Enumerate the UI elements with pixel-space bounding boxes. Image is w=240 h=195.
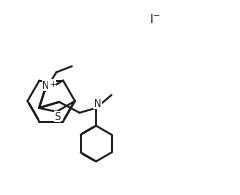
Text: I$^{-}$: I$^{-}$ [150, 13, 162, 26]
Text: N: N [94, 99, 101, 109]
Text: S: S [54, 112, 61, 122]
Text: N: N [42, 81, 49, 91]
Text: +: + [49, 80, 56, 89]
